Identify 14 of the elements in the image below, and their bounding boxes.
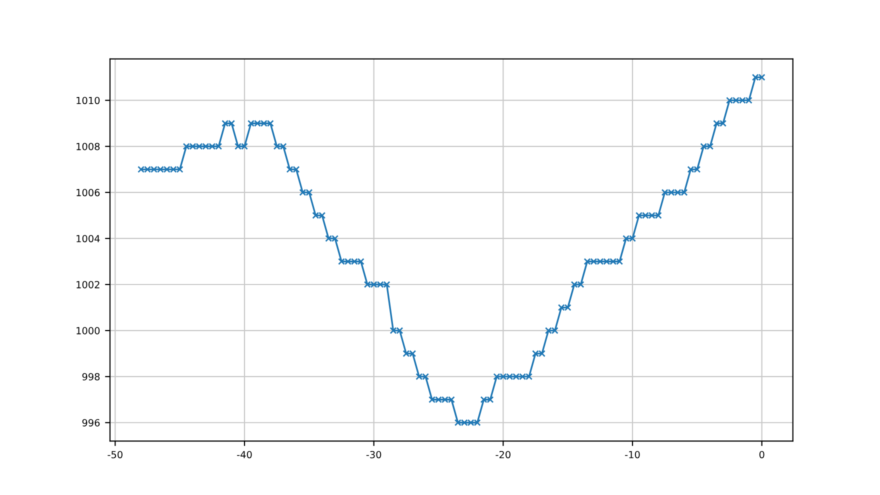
y-tick-label: 1006 [76,188,100,196]
x-tick-label: -10 [625,450,640,458]
y-tick-label: 1004 [76,234,100,242]
y-tick-label: 1000 [76,327,100,334]
x-tick-label: -20 [496,450,510,458]
y-tick-label: 996 [82,419,100,426]
x-tick-label: -50 [108,450,122,458]
x-tick-label: -30 [366,450,382,458]
y-tick-label: 998 [82,373,100,380]
y-tick-label: 1010 [76,96,100,104]
x-tick-label: 0 [759,450,764,458]
x-tick-label: -40 [237,450,252,458]
y-tick-label: 1008 [76,142,100,150]
y-tick-label: 1002 [76,280,100,288]
